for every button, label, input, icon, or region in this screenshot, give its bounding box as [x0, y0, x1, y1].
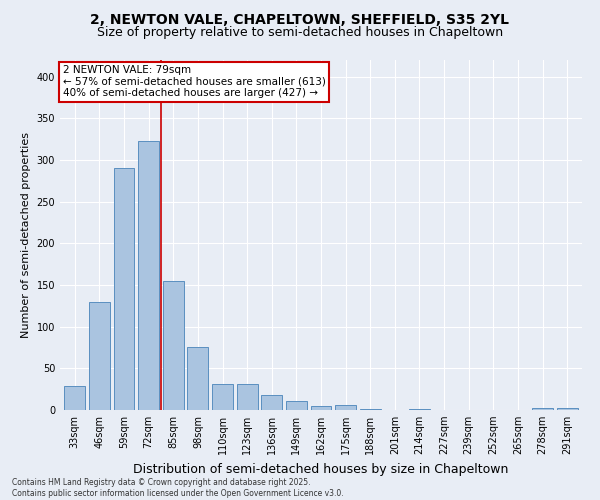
- Bar: [409, 409, 430, 410]
- Bar: [311, 406, 331, 410]
- Bar: [89, 302, 110, 410]
- Bar: [187, 346, 208, 410]
- Bar: [532, 408, 553, 410]
- Bar: [212, 384, 233, 410]
- Bar: [360, 409, 381, 410]
- Bar: [163, 281, 184, 410]
- Y-axis label: Number of semi-detached properties: Number of semi-detached properties: [21, 132, 31, 338]
- Bar: [286, 401, 307, 410]
- Bar: [335, 405, 356, 410]
- Bar: [236, 384, 257, 410]
- Text: Contains HM Land Registry data © Crown copyright and database right 2025.
Contai: Contains HM Land Registry data © Crown c…: [12, 478, 344, 498]
- Bar: [64, 386, 85, 410]
- Bar: [113, 168, 134, 410]
- Bar: [138, 141, 159, 410]
- Text: 2, NEWTON VALE, CHAPELTOWN, SHEFFIELD, S35 2YL: 2, NEWTON VALE, CHAPELTOWN, SHEFFIELD, S…: [91, 12, 509, 26]
- X-axis label: Distribution of semi-detached houses by size in Chapeltown: Distribution of semi-detached houses by …: [133, 462, 509, 475]
- Text: Size of property relative to semi-detached houses in Chapeltown: Size of property relative to semi-detach…: [97, 26, 503, 39]
- Bar: [261, 395, 282, 410]
- Bar: [557, 408, 578, 410]
- Text: 2 NEWTON VALE: 79sqm
← 57% of semi-detached houses are smaller (613)
40% of semi: 2 NEWTON VALE: 79sqm ← 57% of semi-detac…: [62, 66, 325, 98]
